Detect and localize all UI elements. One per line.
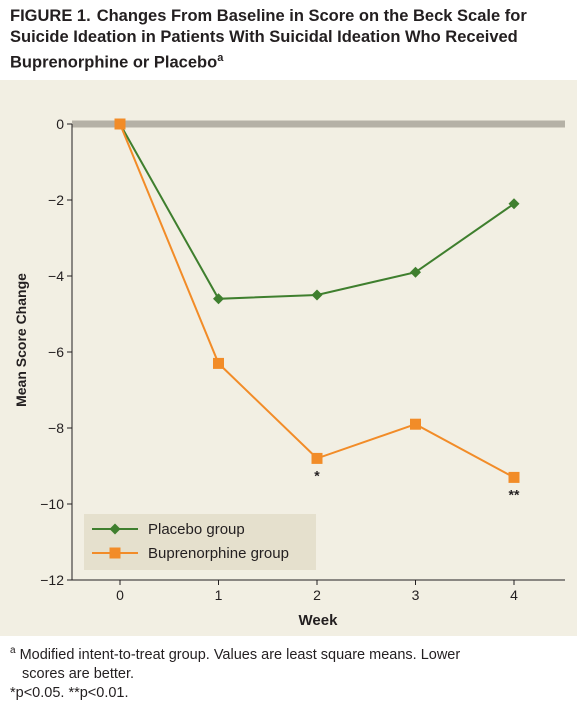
figure-title-text: Changes From Baseline in Score on the Be…	[10, 7, 527, 72]
footnote-text-1: Modified intent-to-treat group. Values a…	[19, 646, 461, 663]
x-tick-label: 2	[313, 587, 321, 603]
series-line-1	[119, 123, 515, 300]
data-point-square	[311, 452, 323, 464]
data-point-diamond	[213, 293, 224, 305]
footnote-line-2: scores are better.	[22, 665, 135, 682]
figure-title: FIGURE 1. Changes From Baseline in Score …	[10, 6, 570, 74]
y-tick-label: −6	[48, 344, 64, 360]
y-tick-label: −4	[48, 268, 64, 284]
figure-label: FIGURE 1.	[10, 7, 91, 25]
y-axis-label: Mean Score Change	[13, 273, 29, 407]
series-line-2	[119, 123, 515, 479]
data-point-diamond	[508, 198, 520, 210]
data-point-square	[508, 471, 520, 483]
x-tick-label: 3	[412, 587, 420, 603]
footnote-line-1: a Modified intent-to-treat group. Values…	[10, 641, 575, 665]
data-point-square	[213, 357, 224, 369]
significance-annotation: **	[509, 486, 520, 502]
legend-label: Placebo group	[148, 521, 245, 538]
data-point-diamond	[410, 266, 421, 278]
line-chart: 0−2−4−6−8−10−120 1 2 3 4 *** Placebo groupBu…	[13, 116, 565, 629]
significance-annotation: *	[314, 467, 320, 483]
footnote-line-3: *p<0.05. **p<0.01.	[10, 684, 129, 701]
footnotes: a Modified intent-to-treat group. Values…	[10, 641, 575, 703]
x-tick-label: 4	[510, 587, 518, 603]
legend-swatch-marker	[109, 523, 121, 535]
y-tick-label: −12	[40, 572, 64, 588]
y-tick-label: −8	[48, 420, 64, 436]
legend-label: Buprenorphine group	[148, 545, 289, 562]
footnote-marker: a	[10, 645, 16, 656]
title-footnote-marker: a	[217, 52, 224, 64]
data-point-diamond	[311, 289, 323, 301]
legend-box	[84, 514, 316, 570]
data-point-square	[410, 418, 421, 430]
data-point-square	[114, 118, 126, 130]
y-tick-label: −10	[40, 496, 64, 512]
x-axis-label: Week	[299, 612, 339, 629]
legend-swatch-marker	[109, 547, 121, 559]
y-tick-label: 0	[56, 116, 64, 132]
y-tick-label: −2	[48, 192, 64, 208]
x-tick-label: 0	[116, 587, 124, 603]
x-tick-label: 1	[215, 587, 223, 603]
